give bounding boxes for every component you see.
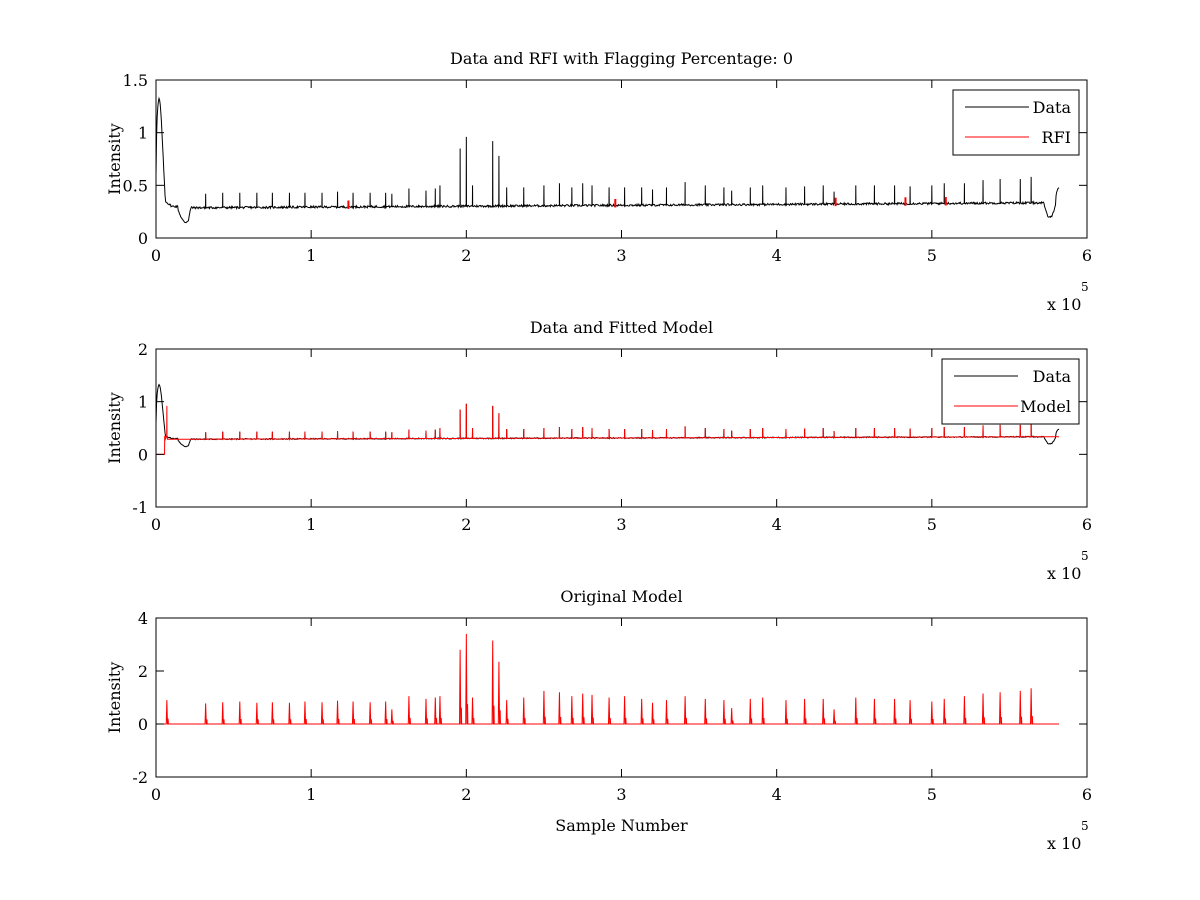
legend: Data RFI [952,89,1080,156]
x-tick-label: 0 [151,515,161,534]
y-tick-label: 1 [138,393,148,412]
y-tick-label: 1 [138,124,148,143]
y-axis-label: Intensity [105,123,124,195]
x-tick-label: 1 [306,246,316,265]
axes-panel-1: 0 1 2 3 4 5 6 0 0.5 1 1.5 Data and RFI with Flaggin… [105,49,1092,314]
y-tick-label: 0 [138,445,148,464]
y-tick-label: 0 [138,715,148,734]
legend-label-data: Data [1033,98,1072,117]
y-tick-label: 2 [138,340,148,359]
legend-box [952,89,1080,156]
x-tick-label: 3 [616,515,626,534]
x-tick-label: 4 [772,246,782,265]
y-tick-label: 2 [138,662,148,681]
x-tick-label: 2 [461,515,471,534]
x-tick-label: 5 [927,515,937,534]
chart-title: Data and RFI with Flagging Percentage: 0 [450,49,793,68]
plot-area [163,633,1060,725]
original-model-series-line [163,633,1060,725]
y-tick-label: 4 [138,609,148,628]
x-exponent: 5 [1081,280,1089,294]
x-tick-label: 0 [151,785,161,804]
x-tick-label: 4 [772,785,782,804]
y-axis-label: Intensity [105,662,124,734]
x-multiplier: x 10 [1047,295,1081,314]
x-tick-label: 6 [1082,785,1092,804]
plot-area [156,383,1060,455]
y-tick-label: 0.5 [123,176,148,195]
x-tick-label: 3 [616,246,626,265]
axes-box [155,79,1088,239]
plot-area [156,96,1060,224]
x-tick-label: 6 [1082,246,1092,265]
x-exponent: 5 [1081,819,1089,833]
x-tick-label: 5 [927,246,937,265]
x-tick-label: 3 [616,785,626,804]
x-tick-label: 4 [772,515,782,534]
axes-box [155,617,1088,778]
chart-title: Original Model [560,587,682,606]
y-tick-label: 1.5 [123,71,148,90]
x-tick-label: 2 [461,785,471,804]
x-multiplier: x 10 [1047,834,1081,853]
x-tick-label: 1 [306,515,316,534]
y-tick-label: -2 [132,768,148,787]
x-tick-label: 2 [461,246,471,265]
x-tick-label: 5 [927,785,937,804]
x-multiplier: x 10 [1047,564,1081,583]
data-series-line [156,96,1060,224]
y-axis-label: Intensity [105,392,124,464]
model-series-line [156,403,1060,455]
x-exponent: 5 [1081,549,1089,563]
legend: Data Model [941,358,1080,425]
x-tick-label: 0 [151,246,161,265]
legend-label-rfi: RFI [1042,128,1071,147]
x-tick-label: 1 [306,785,316,804]
legend-box [941,358,1080,425]
x-tick-label: 6 [1082,515,1092,534]
chart-title: Data and Fitted Model [530,318,713,337]
y-tick-label: 0 [138,229,148,248]
y-tick-label: -1 [132,498,148,517]
legend-label-data: Data [1033,367,1072,386]
legend-label-model: Model [1020,397,1071,416]
x-axis-label: Sample Number [555,816,688,835]
